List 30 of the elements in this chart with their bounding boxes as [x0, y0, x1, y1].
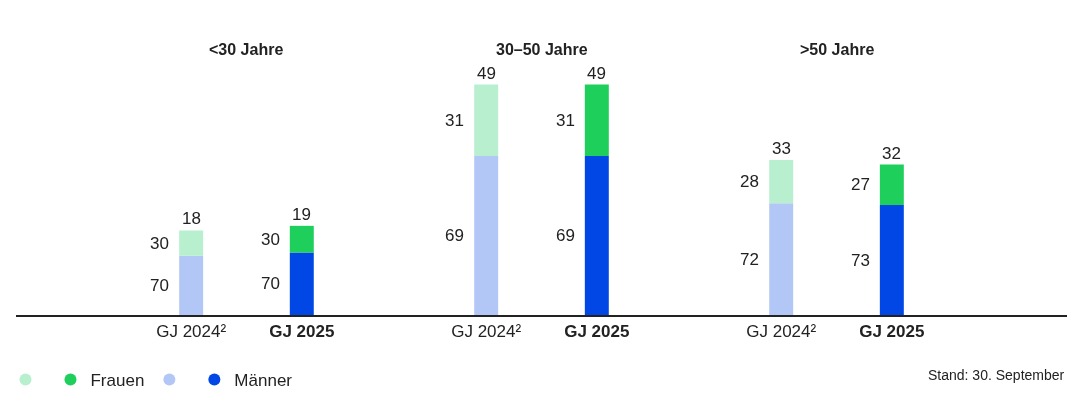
annotation: 33	[772, 139, 791, 158]
x-tick-label: GJ 2025	[859, 322, 925, 342]
annotation: 19	[292, 205, 311, 224]
x-tick-label: GJ 2024²	[156, 322, 227, 342]
text: >50 Jahre	[800, 41, 875, 58]
text: <30 Jahre	[209, 41, 284, 58]
text: 49	[587, 64, 606, 83]
annotation: 31	[445, 111, 464, 130]
annotation: 69	[556, 226, 575, 245]
x-tick-label: GJ 2024²	[746, 322, 817, 342]
x-tick-label: GJ 2025	[564, 322, 630, 342]
x-tick-label: GJ 2025	[269, 322, 335, 342]
annotation: 32	[882, 144, 901, 163]
annotation: 27	[851, 175, 870, 194]
x-tick-label: GJ 2024²	[451, 322, 522, 342]
text: Stand: 30. September	[928, 367, 1065, 383]
annotation: 73	[851, 251, 870, 270]
annotation: 30	[150, 234, 169, 253]
legend-label: Männer	[234, 371, 293, 391]
annotation: 69	[445, 226, 464, 245]
text: 49	[477, 64, 496, 83]
text: 30–50 Jahre	[496, 41, 588, 58]
annotation: 70	[261, 274, 280, 293]
legend-label: Frauen	[90, 371, 145, 391]
annotation: 31	[556, 111, 575, 130]
annotation: 70	[150, 276, 169, 295]
annotation: 72	[740, 250, 759, 269]
annotation: 30	[261, 230, 280, 249]
annotation: 28	[740, 172, 759, 191]
annotation: 18	[182, 209, 201, 228]
